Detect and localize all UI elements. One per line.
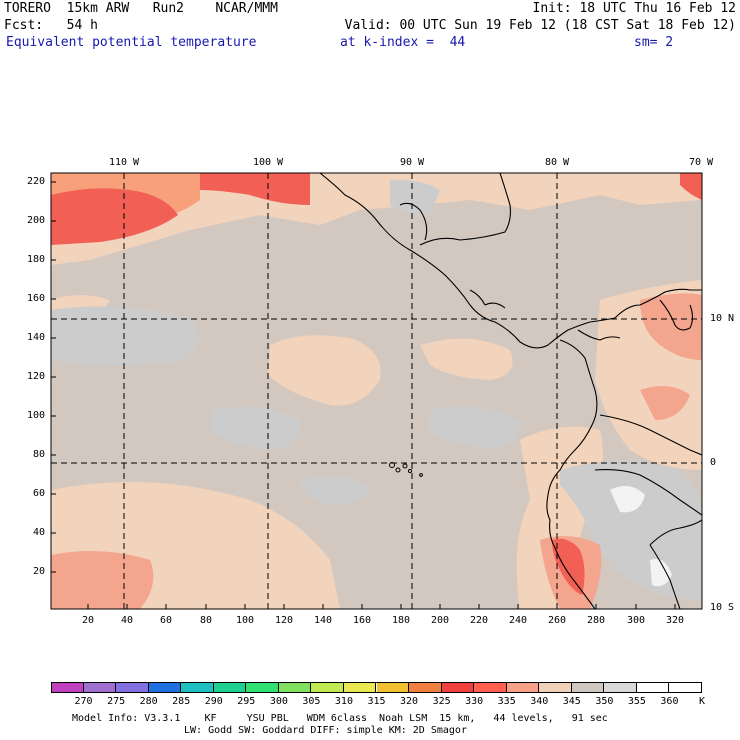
x-tick-label: 100 [235,615,255,626]
x-tick-label: 280 [586,615,606,626]
colorbar-swatch [441,682,475,693]
x-tick-label: 160 [352,615,372,626]
colorbar-label: 270 [74,696,93,707]
colorbar-swatch [669,682,702,693]
colorbar-label: 315 [367,696,386,707]
x-tick-label: 120 [274,615,294,626]
colorbar-label: 360 [660,696,679,707]
y-tick-label: 100 [26,410,45,421]
x-tick-label: 260 [547,615,567,626]
header-model-run: TORERO 15km ARW Run2 NCAR/MMM [4,1,278,16]
y-tick-label: 220 [26,176,45,187]
x-tick-label: 320 [665,615,685,626]
x-tick-label: 220 [469,615,489,626]
colorbar-swatch [409,682,442,693]
x-tick-label: 40 [120,615,134,626]
colorbar-swatch [181,682,214,693]
colorbar-swatch [474,682,507,693]
y-tick-label: 200 [26,215,45,226]
colorbar-label: 285 [172,696,191,707]
colorbar-label: 355 [627,696,646,707]
x-tick-label: 200 [430,615,450,626]
header-forecast-hour: Fcst: 54 h [4,18,98,33]
header-init-time: Init: 18 UTC Thu 16 Feb 12 [532,1,737,16]
colorbar-label: 295 [237,696,256,707]
colorbar-label: 335 [497,696,516,707]
colorbar-swatch [148,682,182,693]
y-tick-label: 60 [32,488,45,499]
colorbar-label: 305 [302,696,321,707]
header-valid-time: Valid: 00 UTC Sun 19 Feb 12 (18 CST Sat … [344,18,736,33]
lat-label-10s: 10 S [710,602,735,613]
lat-lon-grid [51,173,702,609]
y-tick-label: 160 [26,293,45,304]
colorbar-swatch [636,682,670,693]
colorbar-swatch [506,682,540,693]
y-tick-label: 120 [26,371,45,382]
colorbar-swatch [51,682,84,693]
field-name: Equivalent potential temperature [6,35,257,50]
colorbar-label: 330 [465,696,484,707]
colorbar-swatch [343,682,377,693]
colorbar-swatch [539,682,572,693]
field-white-region [610,486,672,587]
field-red-region-north [200,173,310,205]
colorbar-swatch [116,682,149,693]
colorbar-swatch [213,682,247,693]
colorbar-swatch [376,682,410,693]
model-info-line1: Model Info: V3.3.1 KF YSU PBL WDM 6class… [72,713,608,724]
colorbar-label: 275 [107,696,126,707]
y-tick-label: 140 [26,332,45,343]
coastlines [319,173,702,609]
field-red-region-peru [552,538,585,595]
y-tick-label: 40 [32,527,45,538]
smoothing-label: sm= 2 [634,35,674,50]
level-label: at k-index = 44 [340,35,466,50]
x-tick-label: 20 [81,615,95,626]
field-red-region-nw [51,188,178,245]
lat-label-0: 0 [710,457,717,468]
colorbar-label: 310 [334,696,353,707]
colorbar-swatch [311,682,344,693]
field-salmon-regions [51,293,702,609]
colorbar-swatch [83,682,117,693]
lon-label-80w: 80 W [544,157,570,168]
colorbar-swatch [604,682,637,693]
lat-label-10n: 10 N [710,313,735,324]
lon-label-100w: 100 W [252,157,284,168]
y-tick-label: 20 [32,566,45,577]
y-tick-label: 180 [26,254,45,265]
colorbar-unit: K [698,696,706,707]
y-tick-label: 80 [32,449,45,460]
colorbar-label: 300 [269,696,288,707]
x-tick-label: 180 [391,615,411,626]
lon-label-70w: 70 W [688,157,714,168]
plot-frame [50,172,703,610]
x-tick-label: 300 [626,615,646,626]
colorbar-label: 280 [139,696,158,707]
colorbar-label: 320 [400,696,419,707]
x-tick-label: 240 [508,615,528,626]
colorbar-label: 290 [204,696,223,707]
lon-label-90w: 90 W [399,157,425,168]
lon-label-110w: 110 W [108,157,140,168]
x-tick-label: 60 [159,615,173,626]
colorbar-label: 345 [562,696,581,707]
colorbar-label: 325 [432,696,451,707]
colorbar-swatch [571,682,605,693]
colorbar-swatch [278,682,312,693]
x-tick-label: 80 [199,615,213,626]
field-red-region-ne [680,173,702,200]
x-tick-label: 140 [313,615,333,626]
colorbar-label: 340 [530,696,549,707]
axis-ticks [51,181,676,609]
model-info-line2: LW: Godd SW: Goddard DIFF: simple KM: 2D… [184,725,467,736]
colorbar-label: 350 [595,696,614,707]
colorbar-swatch [246,682,279,693]
